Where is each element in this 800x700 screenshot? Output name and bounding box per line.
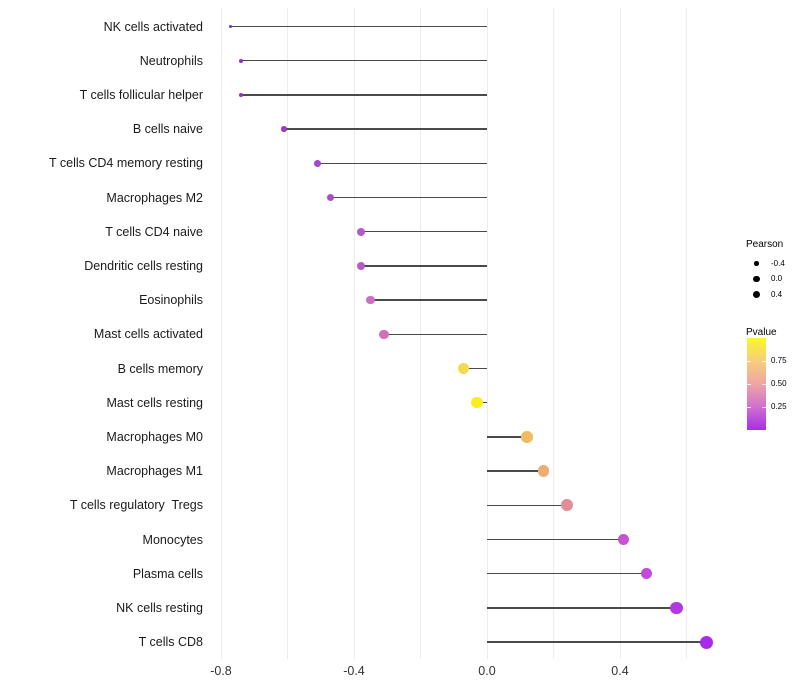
y-axis-label: T cells follicular helper [79, 87, 203, 102]
colorbar-tick-label: 0.50 [771, 379, 787, 388]
lollipop-dot [356, 227, 365, 236]
lollipop-stem [487, 470, 544, 472]
x-gridline [486, 8, 488, 659]
x-gridline [420, 8, 421, 659]
lollipop-dot [239, 93, 243, 97]
x-axis-tick-label: 0.0 [478, 664, 496, 678]
y-axis-label: T cells regulatory Tregs [69, 498, 203, 513]
lollipop-dot [356, 261, 365, 270]
y-axis-label: Mast cells activated [93, 327, 203, 342]
y-axis-label: NK cells resting [116, 600, 203, 615]
lollipop-stem [383, 333, 487, 336]
size-legend-label: 0.4 [771, 289, 783, 299]
lollipop-dot [537, 465, 550, 477]
lollipop-stem [370, 299, 487, 301]
lollipop-dot [327, 194, 335, 201]
y-axis-label: Eosinophils [139, 293, 203, 308]
lollipop-dot [521, 431, 533, 443]
y-axis-label: Mast cells resting [106, 395, 203, 410]
color-legend-title: Pvalue [746, 327, 777, 338]
x-axis-tick-label: -0.8 [210, 664, 232, 678]
lollipop-stem [284, 128, 487, 130]
x-gridline [553, 8, 554, 659]
lollipop-stem [463, 367, 487, 370]
lollipop-dot [560, 499, 573, 512]
y-axis-label: B cells memory [117, 361, 203, 376]
size-legend-dot [754, 261, 759, 266]
lollipop-dot [458, 362, 470, 375]
y-axis-label: T cells CD4 naive [105, 224, 203, 239]
lollipop-dot [640, 567, 653, 580]
lollipop-dot [699, 635, 714, 649]
colorbar-tick [747, 407, 751, 408]
lollipop-stem [487, 538, 624, 541]
lollipop-dot [471, 397, 483, 409]
size-legend-dot [752, 290, 761, 299]
y-axis-label: T cells CD4 memory resting [49, 156, 203, 171]
colorbar-tick [762, 407, 766, 408]
y-axis-label: Plasma cells [132, 566, 203, 581]
y-axis-label: Monocytes [142, 532, 203, 547]
lollipop-dot [229, 25, 233, 28]
size-legend-label: -0.4 [771, 258, 785, 268]
lollipop-stem [230, 25, 487, 28]
y-axis-label: Macrophages M1 [106, 464, 203, 479]
lollipop-stem [330, 196, 487, 199]
lollipop-dot [314, 160, 321, 167]
lollipop-stem [487, 504, 567, 507]
x-gridline [686, 8, 687, 659]
x-axis-tick-label: -0.4 [343, 664, 365, 678]
colorbar-tick-label: 0.25 [771, 402, 787, 411]
lollipop-dot [239, 58, 243, 63]
size-legend-label: 0.0 [771, 274, 783, 283]
lollipop-dot [617, 533, 629, 546]
lollipop-stem [487, 436, 527, 438]
y-axis-label: NK cells activated [103, 19, 203, 34]
lollipop-stem [487, 607, 677, 609]
x-gridline [353, 8, 355, 659]
x-axis-tick-label: 0.4 [611, 664, 629, 678]
lollipop-stem [317, 162, 487, 165]
y-axis-label: Macrophages M2 [106, 190, 203, 205]
lollipop-stem [240, 94, 487, 96]
y-axis-label: T cells CD8 [138, 635, 203, 650]
y-axis-label: B cells naive [132, 122, 203, 137]
lollipop-dot [366, 295, 376, 305]
lollipop-stem [487, 641, 707, 643]
colorbar-tick [747, 361, 751, 362]
lollipop-stem [360, 230, 487, 233]
lollipop-dot [670, 601, 683, 615]
colorbar-tick [762, 361, 766, 362]
size-legend-title: Pearson [746, 239, 784, 250]
y-axis-label: Macrophages M0 [106, 429, 203, 444]
lollipop-stem [360, 265, 487, 267]
lollipop-stem [240, 59, 487, 62]
x-gridline [619, 8, 621, 659]
y-axis-label: Dendritic cells resting [84, 258, 203, 273]
lollipop-stem [487, 572, 647, 575]
colorbar-tick [747, 384, 751, 385]
pvalue-colorbar [747, 338, 766, 430]
size-legend-dot [753, 275, 760, 283]
lollipop-dot [281, 126, 287, 132]
colorbar-tick-label: 0.75 [771, 356, 787, 365]
x-gridline [287, 8, 288, 659]
x-gridline [220, 8, 222, 659]
y-axis-label: Neutrophils [139, 53, 203, 68]
colorbar-tick [762, 384, 766, 385]
lollipop-dot [379, 329, 389, 339]
